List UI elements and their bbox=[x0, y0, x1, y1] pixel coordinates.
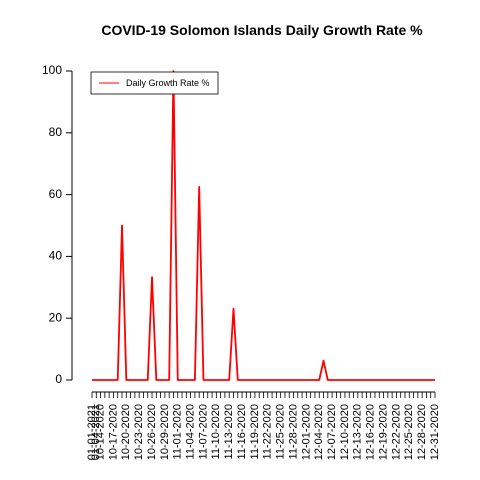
y-axis-ticks: 0 20 40 60 80 100 bbox=[42, 63, 72, 386]
chart-title: COVID-19 Solomon Islands Daily Growth Ra… bbox=[101, 22, 423, 38]
x-tick-label: 12-16-2020 bbox=[365, 404, 377, 460]
x-tick-label: 11-13-2020 bbox=[223, 404, 235, 459]
x-tick-label: 10-14-2020 bbox=[94, 404, 106, 460]
x-tick-label: 11-22-2020 bbox=[262, 404, 274, 459]
x-tick-label: 11-10-2020 bbox=[210, 404, 222, 459]
y-tick-label: 80 bbox=[49, 125, 63, 139]
x-tick-label: 12-04-2020 bbox=[313, 404, 325, 460]
x-tick-label: 12-01-2020 bbox=[300, 404, 312, 460]
legend: Daily Growth Rate % bbox=[90, 71, 219, 95]
x-tick-label: 01-01-2021 bbox=[86, 404, 98, 460]
x-tick-label: 11-07-2020 bbox=[197, 404, 209, 459]
x-tick-label: 11-25-2020 bbox=[275, 404, 287, 459]
x-tick-label: 12-22-2020 bbox=[390, 404, 402, 460]
x-tick-label: 11-19-2020 bbox=[249, 404, 261, 459]
x-tick-label: 11-04-2020 bbox=[185, 404, 197, 459]
x-tick-label: 11-28-2020 bbox=[287, 404, 299, 459]
legend-box bbox=[90, 71, 219, 95]
series-layer bbox=[92, 70, 435, 381]
x-tick-label: 12-19-2020 bbox=[377, 404, 389, 460]
legend-label: Daily Growth Rate % bbox=[126, 78, 210, 88]
x-tick-label: 11-01-2020 bbox=[172, 404, 184, 459]
y-tick-label: 0 bbox=[55, 372, 62, 386]
x-tick-label: 10-23-2020 bbox=[133, 404, 145, 460]
x-tick-label: 12-13-2020 bbox=[352, 404, 364, 460]
y-tick-label: 100 bbox=[42, 63, 62, 77]
series-line bbox=[92, 70, 435, 381]
x-tick-label: 10-20-2020 bbox=[120, 404, 132, 460]
x-tick-label: 12-28-2020 bbox=[416, 404, 428, 460]
x-tick-label: 12-31-2020 bbox=[429, 404, 441, 460]
x-tick-label: 11-16-2020 bbox=[236, 404, 248, 459]
y-tick-label: 20 bbox=[49, 310, 63, 324]
x-tick-label: 12-10-2020 bbox=[339, 404, 351, 460]
x-tick-label: 12-07-2020 bbox=[326, 404, 338, 460]
y-tick-label: 60 bbox=[49, 187, 63, 201]
x-tick-label: 10-26-2020 bbox=[146, 404, 158, 460]
x-tick-label: 10-17-2020 bbox=[107, 404, 119, 460]
x-tick-label: 10-29-2020 bbox=[159, 404, 171, 460]
x-tick-label: 01-04-2021 bbox=[90, 404, 102, 460]
y-tick-label: 40 bbox=[49, 249, 63, 263]
x-tick-label: 12-25-2020 bbox=[403, 404, 415, 460]
